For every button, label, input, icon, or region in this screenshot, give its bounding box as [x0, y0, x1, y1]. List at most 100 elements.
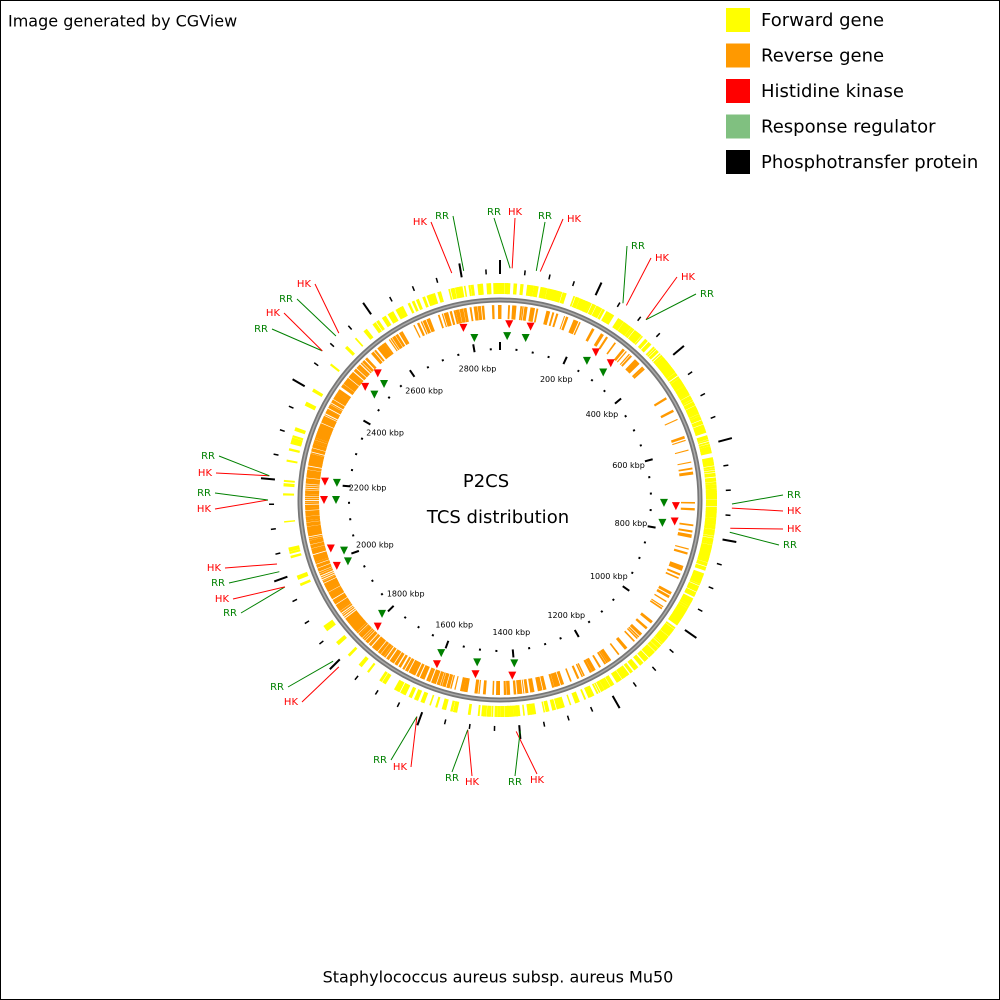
forward-gene [634, 335, 643, 346]
forward-gene [531, 703, 537, 715]
reverse-gene [528, 678, 533, 693]
feature-marker [470, 334, 479, 343]
forward-gene [408, 686, 417, 699]
forward-gene [647, 641, 659, 652]
reverse-gene [606, 342, 617, 355]
organism: Staphylococcus aureus subsp. aureus Mu50 [323, 968, 674, 987]
forward-gene [543, 701, 548, 713]
outer-tick [708, 586, 714, 590]
reverse-gene [368, 633, 379, 645]
forward-gene [557, 291, 563, 303]
reverse-gene [651, 598, 664, 608]
forward-gene [296, 571, 309, 580]
reverse-gene [398, 654, 408, 668]
legend-label: Histidine kinase [761, 81, 904, 102]
forward-gene [620, 665, 630, 677]
reverse-gene [345, 610, 357, 620]
reverse-gene [669, 561, 684, 569]
feature-label: RR [201, 451, 215, 462]
reverse-gene [305, 498, 320, 500]
feature-label: RR [487, 207, 501, 218]
reverse-gene [356, 366, 369, 378]
forward-gene [705, 515, 717, 519]
outer-tick [362, 302, 372, 315]
reverse-gene [336, 599, 351, 610]
forward-gene [336, 634, 347, 646]
reverse-gene [338, 389, 352, 399]
reverse-gene [675, 545, 689, 550]
forward-gene [612, 671, 621, 683]
reverse-gene [654, 593, 667, 603]
forward-gene [612, 670, 622, 682]
reverse-gene [416, 322, 425, 337]
reverse-gene [334, 394, 348, 405]
reverse-gene [672, 439, 686, 446]
feature-marker [378, 609, 387, 618]
reverse-gene [319, 568, 334, 576]
outer-tick [700, 392, 706, 397]
forward-gene [703, 468, 715, 472]
forward-gene [312, 388, 324, 397]
feature-line [729, 531, 780, 546]
inner-tick [403, 616, 407, 619]
reverse-gene [324, 414, 338, 422]
reverse-gene [436, 671, 445, 686]
forward-gene [705, 484, 717, 488]
inner-tick [360, 437, 364, 441]
reverse-gene [571, 665, 580, 680]
forward-gene [704, 475, 716, 478]
forward-gene [660, 626, 672, 636]
reverse-gene [670, 435, 686, 443]
reverse-gene [333, 396, 347, 407]
reverse-gene [305, 490, 320, 493]
reverse-gene [573, 321, 581, 336]
feature-line [645, 276, 678, 320]
reverse-gene [585, 328, 595, 342]
forward-gene [283, 493, 295, 496]
reverse-gene [478, 679, 482, 694]
forward-gene [655, 632, 666, 643]
forward-gene [573, 691, 580, 703]
scale-label: 2800 kbp [459, 364, 497, 373]
reverse-gene [386, 646, 396, 659]
reverse-gene [360, 362, 372, 374]
reverse-gene [553, 672, 561, 687]
forward-gene [645, 644, 656, 655]
reverse-gene [373, 637, 385, 651]
reverse-gene [577, 662, 585, 677]
forward-gene [681, 595, 693, 603]
reverse-gene [323, 577, 338, 585]
forward-gene [593, 306, 603, 319]
reverse-gene [445, 312, 452, 327]
forward-gene [344, 345, 355, 356]
forward-gene [616, 667, 626, 680]
inner-tick [590, 378, 594, 382]
forward-gene [372, 322, 382, 334]
reverse-gene [317, 563, 332, 570]
reverse-gene [626, 627, 638, 640]
reverse-gene [327, 583, 341, 593]
forward-gene [488, 283, 492, 295]
outer-tick [571, 281, 576, 287]
forward-gene [494, 705, 498, 717]
reverse-gene [586, 657, 596, 672]
title: Image generated by CGView [8, 12, 237, 31]
forward-gene [585, 686, 593, 698]
forward-gene [553, 698, 559, 710]
reverse-gene [513, 305, 517, 320]
forward-gene [589, 304, 597, 316]
inner-tick [457, 353, 460, 357]
reverse-gene [378, 345, 390, 359]
feature-marker [591, 348, 600, 357]
outer-tick [288, 405, 294, 409]
legend-swatch [726, 8, 750, 32]
reverse-gene [625, 359, 638, 372]
scale-label: 600 kbp [612, 461, 645, 470]
forward-gene [679, 393, 690, 401]
forward-gene [656, 631, 668, 641]
inner-tick [511, 649, 515, 658]
forward-gene [698, 441, 710, 447]
feature-marker [326, 544, 335, 553]
reverse-gene [365, 630, 377, 643]
reverse-gene [506, 680, 509, 695]
